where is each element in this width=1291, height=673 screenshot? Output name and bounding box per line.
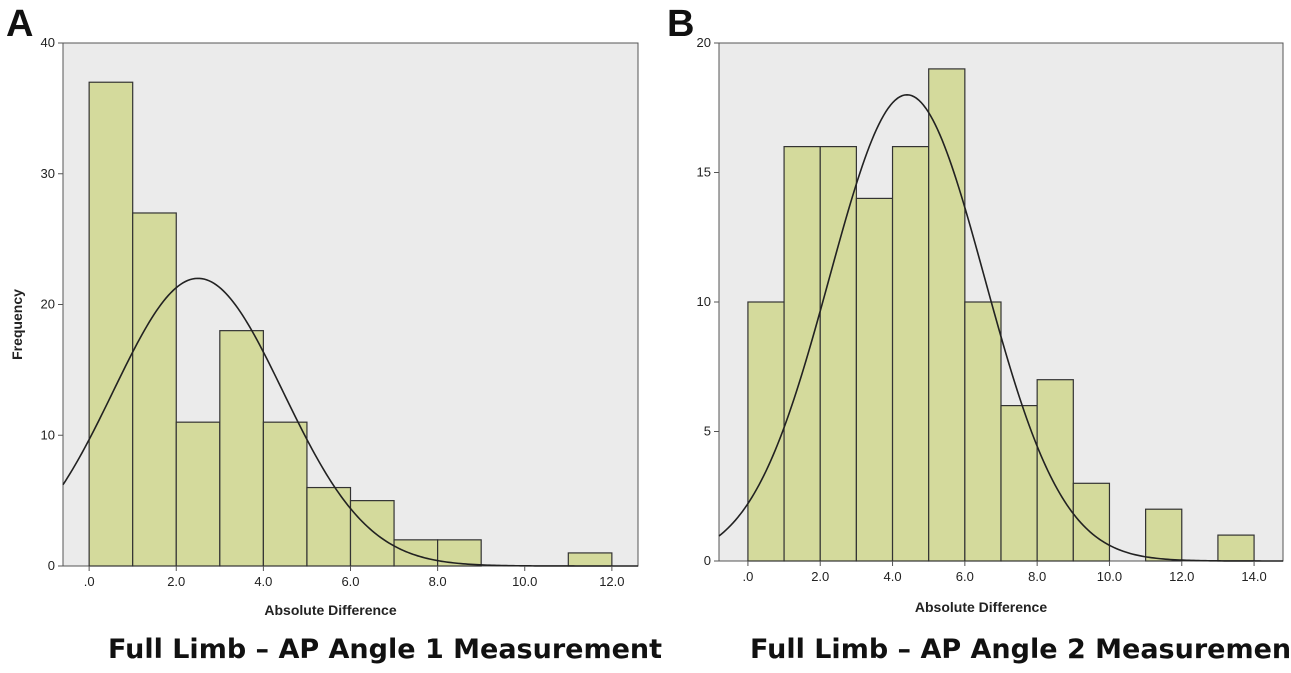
histogram-bar <box>1000 405 1038 562</box>
histogram-bar <box>891 146 930 562</box>
x-tick-label: 8.0 <box>429 574 447 589</box>
y-axis-title: Frequency <box>9 289 25 360</box>
x-tick-label: 6.0 <box>341 574 359 589</box>
histogram-panel-a: A .0 2.0 4.0 6.0 8.0 10.0 12.0 0 10 20 30 40 Absolut… <box>0 0 662 673</box>
caption-b: Full Limb – AP Angle 2 Measurement <box>750 634 1291 665</box>
y-tick-label: 10 <box>41 427 55 442</box>
histogram-bar <box>349 500 395 567</box>
y-tick-label: 0 <box>48 558 55 573</box>
x-tick-label: 12.0 <box>1169 569 1194 584</box>
normal-curve <box>62 277 638 567</box>
x-tick-label: .0 <box>743 569 754 584</box>
histogram-bar <box>1145 508 1183 562</box>
y-tick-label: 15 <box>697 165 711 180</box>
x-axis-title: Absolute Difference <box>264 602 396 618</box>
panel-letter-b: B <box>667 3 695 45</box>
panel-letter-a: A <box>6 3 34 45</box>
x-tick-label: 6.0 <box>956 569 974 584</box>
histogram-bar <box>1036 379 1074 562</box>
x-tick-label: 12.0 <box>599 574 624 589</box>
histogram-bar <box>783 146 821 562</box>
normal-curve <box>718 93 1283 562</box>
x-tick-label: 2.0 <box>167 574 185 589</box>
histogram-chart-a: .0 2.0 4.0 6.0 8.0 10.0 12.0 0 10 20 30 40 Absolute … <box>9 35 639 618</box>
x-tick-label: 10.0 <box>512 574 537 589</box>
y-tick-label: 0 <box>704 553 711 568</box>
x-tick-label: 2.0 <box>811 569 829 584</box>
histogram-bar <box>393 539 439 567</box>
y-tick-label: 5 <box>704 424 711 439</box>
histogram-chart-b: .0 2.0 4.0 6.0 8.0 10.0 12.0 14.0 0 5 10 15 20 Absolu… <box>697 35 1284 615</box>
histogram-bar <box>567 552 613 567</box>
y-tick-label: 10 <box>697 294 711 309</box>
histogram-bar <box>819 146 857 562</box>
histogram-bar <box>855 197 894 562</box>
y-tick-label: 20 <box>41 297 55 312</box>
x-tick-label: .0 <box>84 574 95 589</box>
histogram-bar <box>306 486 352 567</box>
histogram-bar <box>1217 534 1255 562</box>
histogram-bar <box>219 330 264 567</box>
histogram-bar <box>175 421 221 567</box>
x-tick-label: 10.0 <box>1097 569 1122 584</box>
histogram-bar <box>88 81 134 567</box>
histogram-panel-b: B .0 2.0 4.0 6.0 8.0 10.0 12.0 14.0 0 5 10 15 20 Abso… <box>645 0 1291 673</box>
histogram-bar <box>747 301 785 562</box>
x-axis-title: Absolute Difference <box>915 599 1047 615</box>
caption-a: Full Limb – AP Angle 1 Measurement <box>108 634 663 665</box>
histogram-bar <box>262 421 308 567</box>
histogram-bar <box>132 212 177 567</box>
x-tick-label: 4.0 <box>883 569 901 584</box>
y-tick-label: 20 <box>697 35 711 50</box>
y-tick-label: 30 <box>41 166 55 181</box>
x-tick-label: 4.0 <box>254 574 272 589</box>
histogram-bar <box>964 301 1002 562</box>
x-tick-label: 14.0 <box>1241 569 1266 584</box>
x-tick-label: 8.0 <box>1028 569 1046 584</box>
histogram-bar <box>1072 482 1111 562</box>
y-tick-label: 40 <box>41 35 55 50</box>
histogram-bar <box>928 68 966 562</box>
